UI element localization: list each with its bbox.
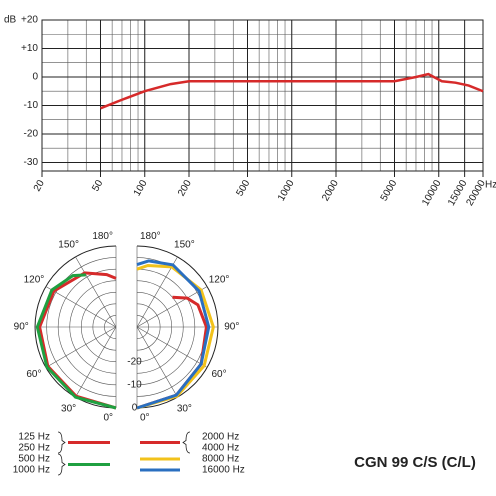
y-axis-label: dB (4, 15, 17, 26)
legend-label: 2000 Hz (202, 432, 239, 443)
polar-spoke (45, 286, 117, 328)
polar-curve (35, 273, 117, 410)
model-name: CGN 99 C/S (C/L) (354, 454, 476, 471)
polar-curve (136, 259, 211, 410)
y-tick-label: -30 (24, 157, 39, 168)
angle-label: 30° (61, 404, 76, 415)
angle-label: 60° (212, 369, 227, 380)
angle-label: 120° (24, 274, 45, 285)
polar-spoke (75, 256, 117, 328)
x-axis-label: Hz (485, 180, 496, 191)
x-tick-label: 1000 (276, 178, 297, 203)
x-tick-label: 100 (132, 178, 150, 198)
x-tick-label: 200 (176, 178, 194, 198)
legend-label: 1000 Hz (13, 465, 50, 476)
angle-label: 0° (103, 412, 113, 423)
y-tick-label: +10 (21, 43, 38, 54)
angle-label: 90° (14, 322, 29, 333)
y-tick-label: -20 (24, 129, 39, 140)
polar-curve (136, 263, 215, 410)
polar-spoke (136, 326, 208, 368)
polar-spoke (45, 326, 117, 368)
radial-tick-label: 0 (132, 403, 138, 414)
polar-spoke (136, 256, 178, 328)
angle-label: 150° (58, 240, 79, 251)
legend-label: 500 Hz (18, 454, 50, 465)
angle-label: 150° (174, 240, 195, 251)
y-tick-label: +20 (21, 15, 38, 26)
x-tick-label: 10000 (420, 178, 444, 208)
y-tick-label: -10 (24, 100, 39, 111)
polar-curve (136, 295, 208, 410)
angle-label: 90° (224, 322, 239, 333)
angle-label: 120° (209, 274, 230, 285)
x-tick-label: 20 (32, 178, 47, 194)
legend-brace (182, 431, 191, 454)
angle-label: 180° (92, 231, 113, 242)
legend-brace (57, 453, 66, 476)
x-tick-label: 500 (235, 178, 253, 198)
legend-label: 8000 Hz (202, 454, 239, 465)
plot-frame (41, 19, 484, 172)
polar-spoke (75, 326, 117, 398)
radial-tick-label: -20 (127, 356, 142, 367)
legend-brace (57, 431, 66, 454)
legend-label: 16000 Hz (202, 465, 245, 476)
x-tick-label: 5000 (379, 178, 400, 203)
angle-label: 30° (177, 404, 192, 415)
x-tick-label: 50 (90, 178, 105, 194)
polar-spoke (136, 326, 178, 398)
angle-label: 180° (140, 231, 161, 242)
y-tick-label: 0 (32, 72, 38, 83)
angle-label: 60° (26, 369, 41, 380)
radial-tick-label: -10 (127, 379, 142, 390)
legend-label: 125 Hz (18, 432, 50, 443)
polar-spoke (136, 286, 208, 328)
angle-label: 0° (140, 412, 150, 423)
legend-label: 250 Hz (18, 443, 50, 454)
x-tick-label: 2000 (320, 178, 341, 203)
legend-label: 4000 Hz (202, 443, 239, 454)
response-curve (100, 72, 484, 110)
